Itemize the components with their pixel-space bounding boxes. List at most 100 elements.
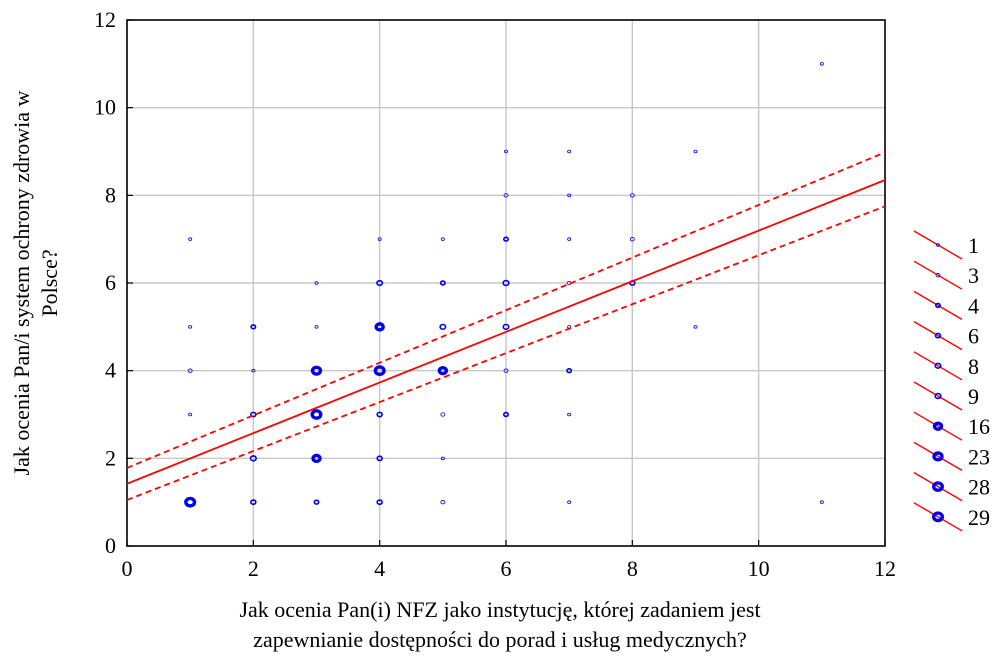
data-point [440,412,446,417]
data-point [502,411,510,418]
data-point [440,456,445,461]
data-point [439,280,446,286]
data-point [693,325,698,329]
data-point [250,499,257,506]
legend: 1 3 4 6 8 9 16 23 28 29 [913,230,990,532]
data-point [376,411,383,418]
legend-label: 3 [968,263,979,288]
x-tick-label: 10 [748,556,770,581]
data-point [503,368,509,373]
data-point [374,322,385,332]
x-tick-label: 2 [248,556,259,581]
legend-label: 28 [968,475,990,500]
data-point [373,365,386,377]
data-point [311,453,322,464]
points-layer [184,62,824,508]
data-point [310,409,323,420]
data-point [566,367,573,374]
data-point [188,412,193,417]
data-point [376,499,383,506]
data-point [819,500,824,504]
data-point [314,281,319,285]
legend-line [913,260,963,290]
x-tick-label: 8 [627,556,638,581]
legend-marker [931,511,945,523]
legend-marker [934,332,942,339]
data-point [504,149,508,154]
legend-label: 8 [968,354,979,379]
data-point [437,365,448,376]
y-axis-label-line: Jak ocenia Pan/i system ochrony zdrowia … [9,90,34,475]
legend-line [913,320,963,351]
data-point [503,193,509,198]
legend-marker [934,362,942,369]
data-point [819,62,824,66]
data-point [567,237,572,241]
data-point [502,279,510,287]
x-axis-label: Jak ocenia Pan(i) NFZ jako instytucję, k… [239,597,760,652]
y-tick-label: 8 [105,182,116,207]
data-point [693,149,698,154]
legend-label: 1 [968,233,979,258]
data-point [188,325,193,329]
data-point [249,455,257,462]
data-point [250,324,257,330]
x-tick-label: 6 [501,556,512,581]
data-point [314,325,319,329]
data-point [502,323,510,330]
legend-label: 16 [968,414,990,439]
legend-marker [934,302,942,309]
grid-layer [127,20,885,546]
data-point [567,149,572,154]
data-point [376,279,384,287]
legend-marker [935,273,941,278]
legend-line [913,411,963,441]
legend-line [913,502,963,532]
y-axis-label: Jak ocenia Pan/i system ochrony zdrowia … [9,90,62,475]
data-point [188,237,193,241]
data-point [567,500,572,504]
legend-line [913,471,963,502]
data-point [440,237,445,241]
legend-marker [932,451,944,462]
data-point [567,412,572,417]
legend-marker [936,243,940,247]
legend-line [913,230,963,260]
regression-layer [126,151,886,501]
x-axis-label-line: Jak ocenia Pan(i) NFZ jako instytucję, k… [239,597,760,622]
legend-marker [932,421,944,431]
legend-line [913,351,963,381]
data-point [313,499,320,505]
x-tick-label: 4 [374,556,385,581]
confidence-band-lower [126,205,886,501]
y-axis-label-line: Polsce? [37,249,62,316]
x-tick-label: 0 [122,556,133,581]
y-tick-label: 2 [105,445,116,470]
x-axis-label-line: zapewnianie dostępności do porad i usług… [253,627,747,652]
confidence-band-upper [126,151,886,469]
y-tick-label: 10 [94,95,116,120]
legend-label: 9 [968,384,979,409]
y-tick-label: 0 [105,533,116,558]
legend-line [913,441,963,472]
legend-label: 29 [968,505,990,530]
data-point [251,368,256,373]
legend-label: 23 [968,444,990,469]
data-point [567,193,572,198]
data-point [502,236,510,242]
data-point [377,237,382,241]
y-tick-label: 12 [94,7,116,32]
legend-marker [932,481,944,492]
ticks-layer: 0 2 4 6 8 10 12 0 2 4 6 8 10 12 [94,7,896,581]
legend-label: 6 [968,324,979,349]
legend-marker [934,392,942,400]
legend-label: 4 [968,293,979,318]
y-tick-label: 6 [105,270,116,295]
data-point [629,237,635,242]
data-point [184,496,197,508]
legend-line [913,290,963,321]
data-point [629,193,635,198]
data-point [439,323,447,330]
